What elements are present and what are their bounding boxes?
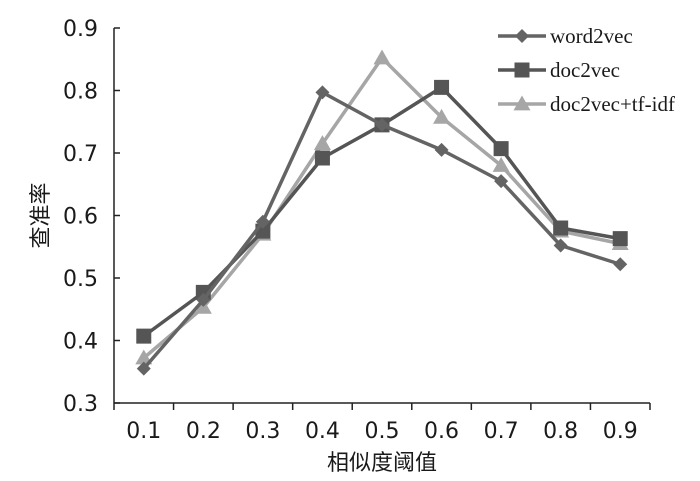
data-point [136, 361, 151, 376]
data-point [196, 292, 211, 307]
x-tick-label: 0.4 [305, 419, 340, 444]
x-tick-label: 0.9 [603, 419, 638, 444]
x-tick-label: 0.1 [126, 419, 161, 444]
legend: word2vec doc2vec doc2vec+tf-idf [498, 24, 675, 116]
x-tick-label: 0.8 [543, 419, 578, 444]
data-point [373, 49, 391, 65]
x-tick-label: 0.6 [424, 419, 459, 444]
data-point [493, 141, 509, 157]
x-tick-label: 0.5 [365, 419, 400, 444]
data-point [492, 157, 510, 172]
data-point [313, 135, 331, 150]
y-tick-label: 0.4 [63, 330, 98, 355]
y-axis-title: 查准率 [29, 182, 54, 248]
y-tick-label: 0.8 [63, 80, 98, 105]
data-point [434, 142, 449, 157]
data-point [433, 108, 451, 124]
data-point [553, 238, 568, 253]
data-point [135, 349, 153, 365]
y-tick-label: 0.5 [63, 267, 98, 292]
data-point [136, 328, 152, 344]
data-point [375, 117, 389, 132]
data-point [613, 257, 628, 272]
legend-label: doc2vec [550, 58, 620, 82]
x-tick-label: 0.2 [186, 419, 221, 444]
series-layer [135, 49, 629, 376]
data-point [434, 79, 450, 95]
series-word2vec [136, 85, 628, 376]
data-point [494, 174, 509, 189]
y-tick-label: 0.6 [63, 205, 98, 230]
legend-marker [513, 95, 531, 111]
legend-item: word2vec [498, 24, 633, 48]
data-point [255, 214, 270, 229]
y-tick-label: 0.7 [63, 142, 98, 167]
y-axis: 0.3 0.4 0.5 0.6 0.7 0.8 0.9 [63, 17, 120, 417]
data-point [315, 85, 330, 100]
data-point [553, 220, 569, 236]
legend-item: doc2vec [498, 58, 620, 82]
series-line [142, 56, 621, 360]
x-axis-title: 相似度阈值 [327, 451, 437, 476]
y-tick-label: 0.9 [63, 17, 98, 42]
legend-marker [515, 29, 529, 43]
legend-label: word2vec [550, 24, 633, 48]
y-tick-label: 0.3 [63, 392, 98, 417]
x-tick-label: 0.7 [484, 419, 519, 444]
x-tick-label: 0.3 [245, 419, 280, 444]
data-point [612, 231, 628, 247]
x-axis: 0.1 0.2 0.3 0.4 0.5 0.6 0.7 0.8 0.9 [113, 402, 651, 444]
legend-marker [514, 62, 530, 78]
legend-item: doc2vec+tf-idf [498, 92, 675, 116]
legend-label: doc2vec+tf-idf [550, 92, 675, 116]
data-point [314, 150, 330, 166]
series-line [142, 90, 621, 370]
